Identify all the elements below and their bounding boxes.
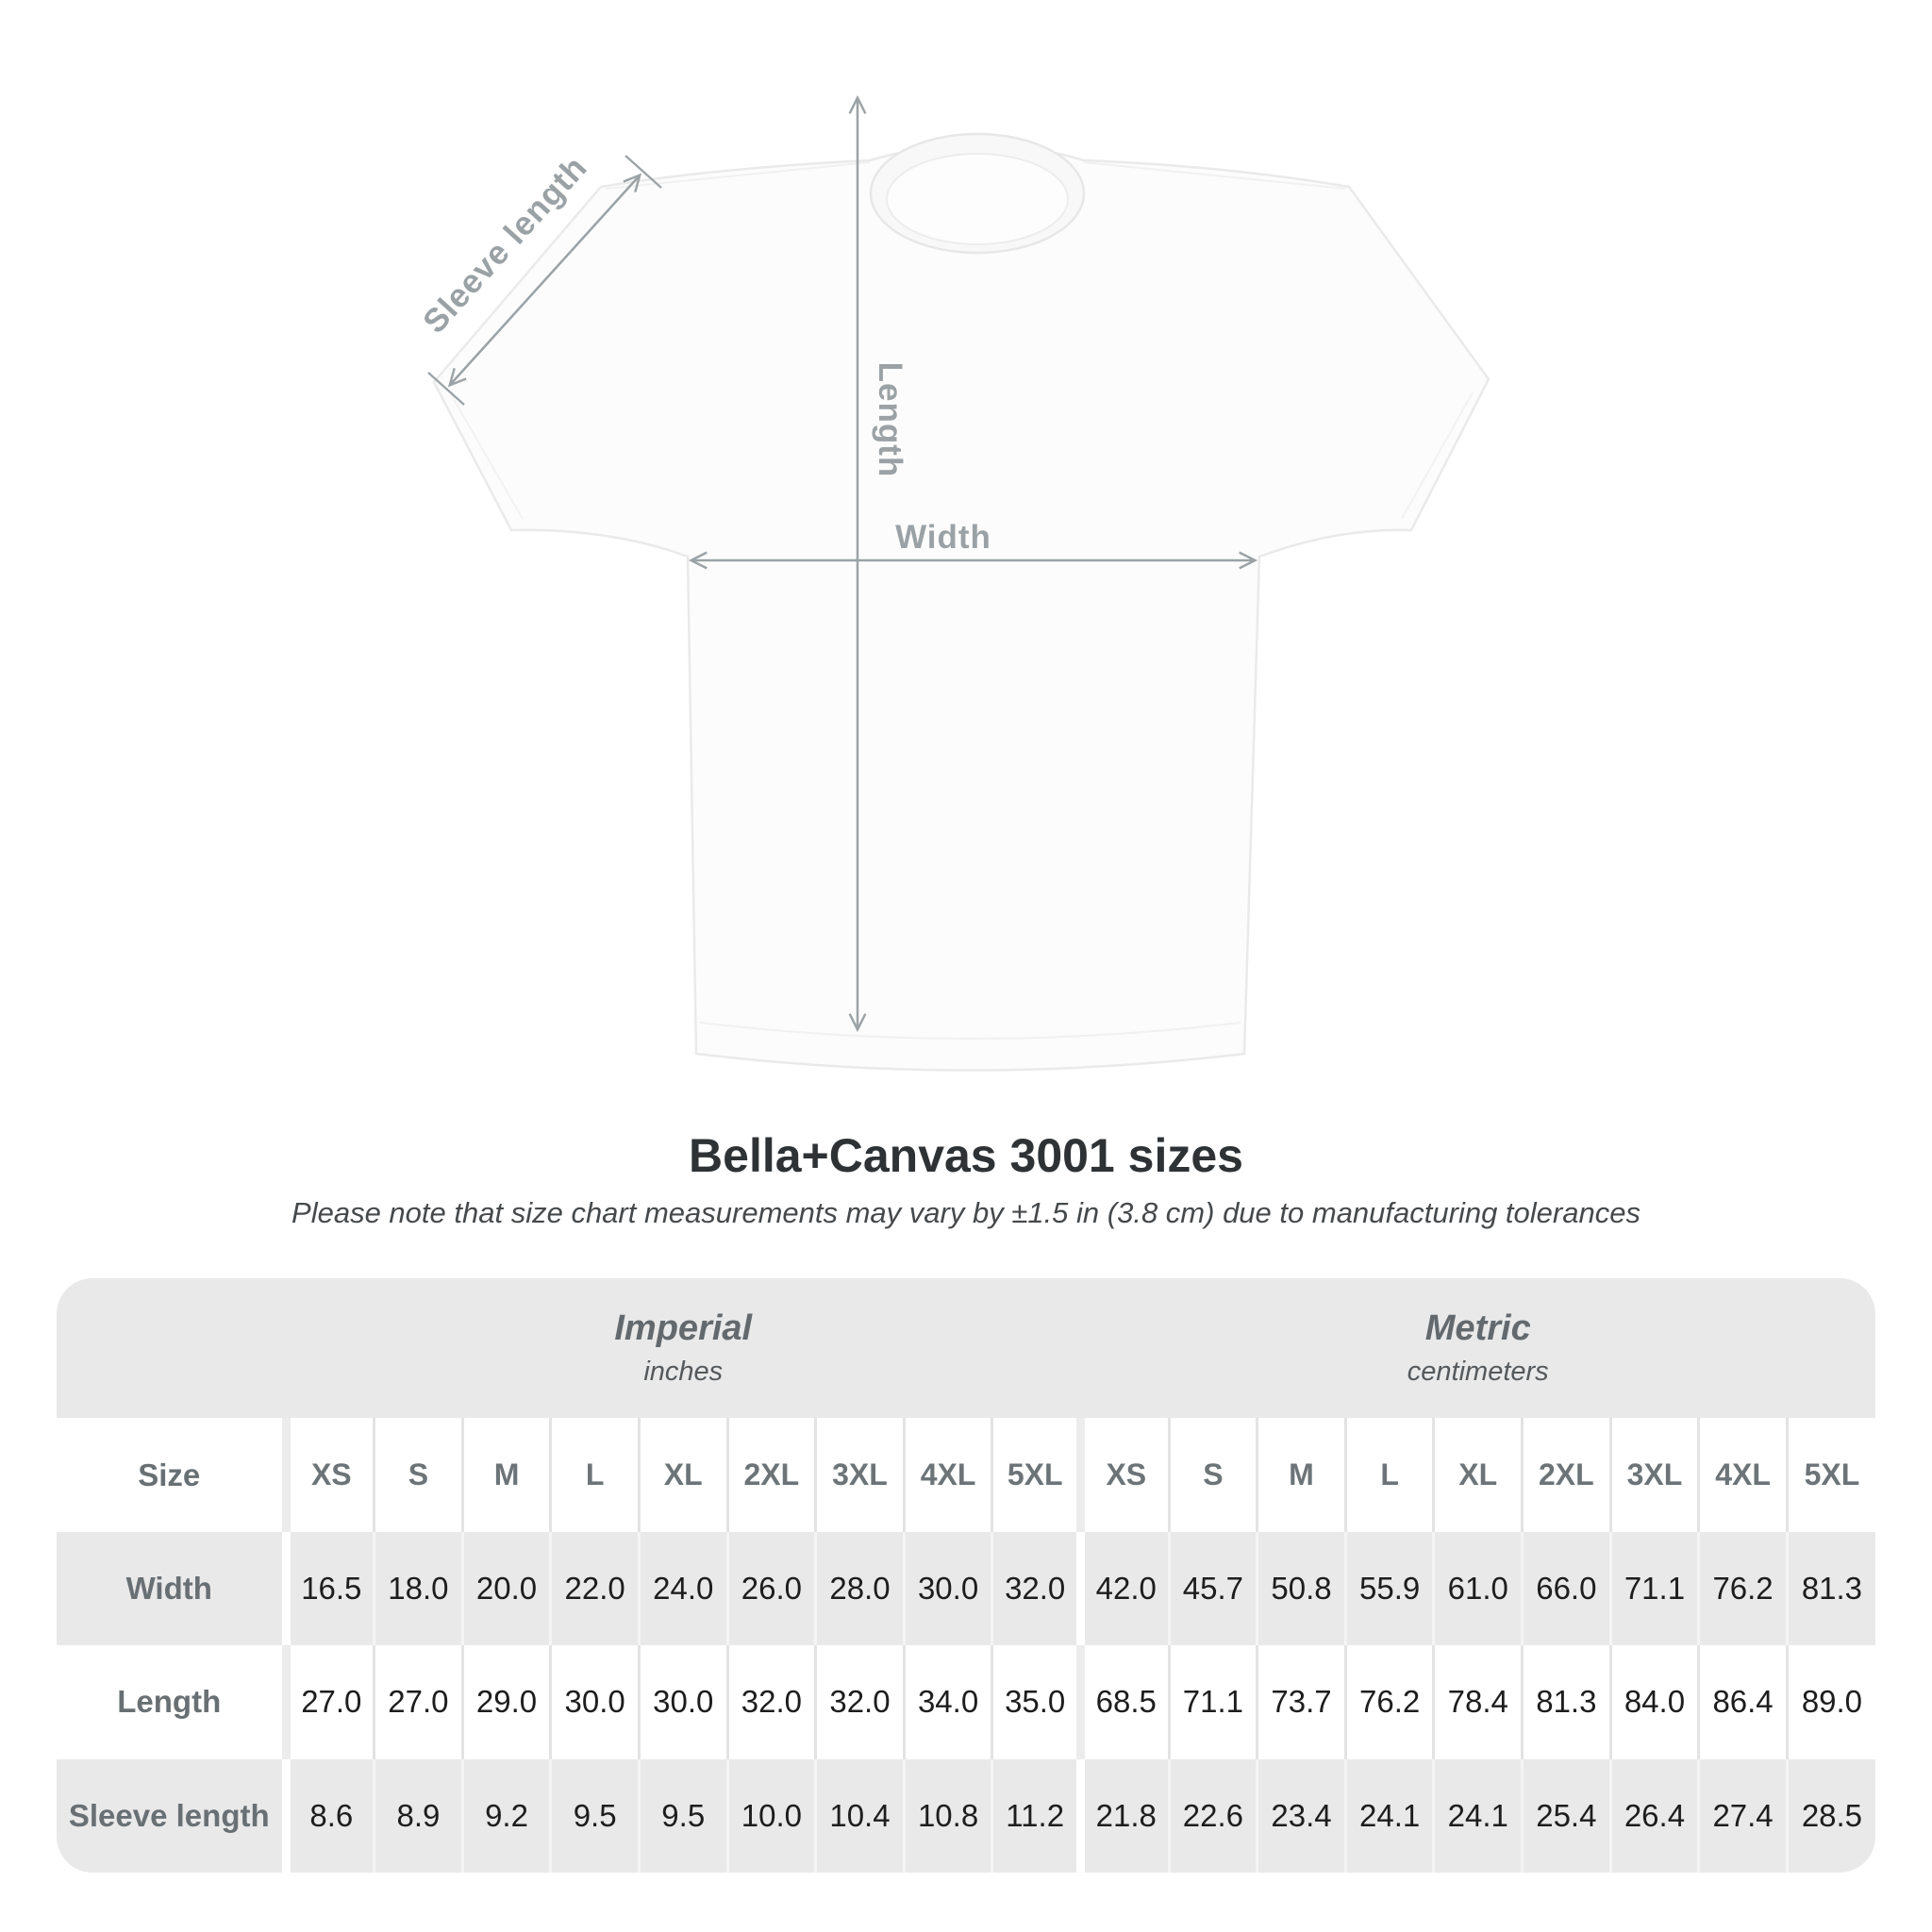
value-cell: 22.0 (549, 1531, 640, 1646)
value-cell: 89.0 (1785, 1645, 1875, 1759)
size-col-header: XS (281, 1418, 375, 1532)
value-cell: 24.1 (1432, 1758, 1523, 1873)
size-col-header: 3XL (814, 1418, 905, 1532)
metric-label: Metric (1424, 1308, 1531, 1349)
value-cell: 27.0 (281, 1645, 375, 1759)
value-cell: 18.0 (373, 1531, 463, 1646)
value-cell: 10.4 (814, 1758, 905, 1873)
value-cell: 9.5 (549, 1758, 640, 1873)
value-cell: 71.1 (1167, 1645, 1257, 1759)
metric-unit-label: centimeters (1407, 1357, 1549, 1388)
value-cell: 73.7 (1256, 1645, 1346, 1759)
unit-header-spacer (57, 1278, 286, 1418)
value-cell: 71.1 (1608, 1531, 1699, 1646)
size-header-row: Size XS S M L XL 2XL 3XL 4XL 5XL XS S M … (57, 1418, 1875, 1532)
row-label: Width (125, 1571, 212, 1607)
unit-header-row: Imperial inches Metric centimeters (57, 1278, 1875, 1419)
value-cell: 45.7 (1167, 1531, 1257, 1646)
size-col-header: 5XL (991, 1418, 1081, 1532)
value-cell: 28.0 (814, 1531, 905, 1646)
value-cell: 26.0 (725, 1531, 816, 1646)
value-cell: 50.8 (1256, 1531, 1346, 1646)
size-col-header: 2XL (1521, 1418, 1611, 1532)
size-col-header: L (1343, 1418, 1434, 1532)
sleeve-length-row: Sleeve length 8.6 8.9 9.2 9.5 9.5 10.0 1… (57, 1758, 1875, 1873)
value-cell: 20.0 (460, 1531, 551, 1646)
value-cell: 24.0 (637, 1531, 728, 1646)
sleeve-length-arrow (427, 155, 662, 406)
value-cell: 81.3 (1521, 1645, 1611, 1759)
metric-header: Metric centimeters (1080, 1278, 1875, 1418)
width-row: Width 16.5 18.0 20.0 22.0 24.0 26.0 28.0… (57, 1531, 1875, 1646)
imperial-label: Imperial (614, 1308, 753, 1349)
value-cell: 61.0 (1432, 1531, 1523, 1646)
size-col-header: 5XL (1785, 1418, 1875, 1532)
value-cell: 78.4 (1432, 1645, 1523, 1759)
value-cell: 55.9 (1343, 1531, 1434, 1646)
value-cell: 25.4 (1521, 1758, 1611, 1873)
value-cell: 23.4 (1256, 1758, 1346, 1873)
row-label: Length (117, 1684, 222, 1720)
value-cell: 16.5 (281, 1531, 375, 1646)
length-arrow-label: Length (872, 362, 908, 478)
row-label: Sleeve length (68, 1797, 270, 1833)
value-cell: 21.8 (1076, 1758, 1170, 1873)
size-header-cell: Size (138, 1457, 201, 1492)
size-col-header: S (373, 1418, 463, 1532)
size-col-header: 4XL (1697, 1418, 1788, 1532)
value-cell: 9.5 (637, 1758, 728, 1873)
value-cell: 76.2 (1343, 1645, 1434, 1759)
value-cell: 68.5 (1076, 1645, 1170, 1759)
value-cell: 32.0 (725, 1645, 816, 1759)
size-col-header: 3XL (1608, 1418, 1699, 1532)
value-cell: 10.8 (902, 1758, 992, 1873)
value-cell: 9.2 (460, 1758, 551, 1873)
value-cell: 30.0 (549, 1645, 640, 1759)
value-cell: 32.0 (991, 1531, 1081, 1646)
value-cell: 84.0 (1608, 1645, 1699, 1759)
size-col-header: M (1256, 1418, 1346, 1532)
value-cell: 27.4 (1697, 1758, 1788, 1873)
value-cell: 29.0 (460, 1645, 551, 1759)
tshirt-illustration (432, 132, 1491, 1072)
value-cell: 8.9 (373, 1758, 463, 1873)
value-cell: 8.6 (281, 1758, 375, 1873)
width-arrow-label: Width (895, 519, 991, 556)
tolerance-note: Please note that size chart measurements… (291, 1196, 1641, 1229)
size-table: Imperial inches Metric centimeters Size … (57, 1278, 1875, 1873)
size-col-header: S (1167, 1418, 1257, 1532)
size-col-header: XL (637, 1418, 728, 1532)
tshirt-measurement-diagram: Length Width Sleeve length (416, 94, 1491, 1072)
size-col-header: 2XL (725, 1418, 816, 1532)
imperial-unit-label: inches (643, 1357, 724, 1388)
size-col-header: XL (1432, 1418, 1523, 1532)
size-col-header: XS (1076, 1418, 1170, 1532)
value-cell: 22.6 (1167, 1758, 1257, 1873)
value-cell: 86.4 (1697, 1645, 1788, 1759)
size-col-header: 4XL (902, 1418, 992, 1532)
value-cell: 10.0 (725, 1758, 816, 1873)
value-cell: 35.0 (991, 1645, 1081, 1759)
value-cell: 81.3 (1785, 1531, 1875, 1646)
length-row: Length 27.0 27.0 29.0 30.0 30.0 32.0 32.… (57, 1645, 1875, 1759)
value-cell: 66.0 (1521, 1531, 1611, 1646)
size-col-header: L (549, 1418, 640, 1532)
value-cell: 42.0 (1076, 1531, 1170, 1646)
value-cell: 30.0 (902, 1531, 992, 1646)
size-table-container: Imperial inches Metric centimeters Size … (57, 1278, 1875, 1873)
size-col-header: M (460, 1418, 551, 1532)
value-cell: 76.2 (1697, 1531, 1788, 1646)
imperial-header: Imperial inches (286, 1278, 1080, 1418)
value-cell: 11.2 (991, 1758, 1081, 1873)
value-cell: 34.0 (902, 1645, 992, 1759)
value-cell: 28.5 (1785, 1758, 1875, 1873)
page-title: Bella+Canvas 3001 sizes (689, 1129, 1243, 1182)
value-cell: 24.1 (1343, 1758, 1434, 1873)
value-cell: 27.0 (373, 1645, 463, 1759)
value-cell: 32.0 (814, 1645, 905, 1759)
value-cell: 30.0 (637, 1645, 728, 1759)
value-cell: 26.4 (1608, 1758, 1699, 1873)
